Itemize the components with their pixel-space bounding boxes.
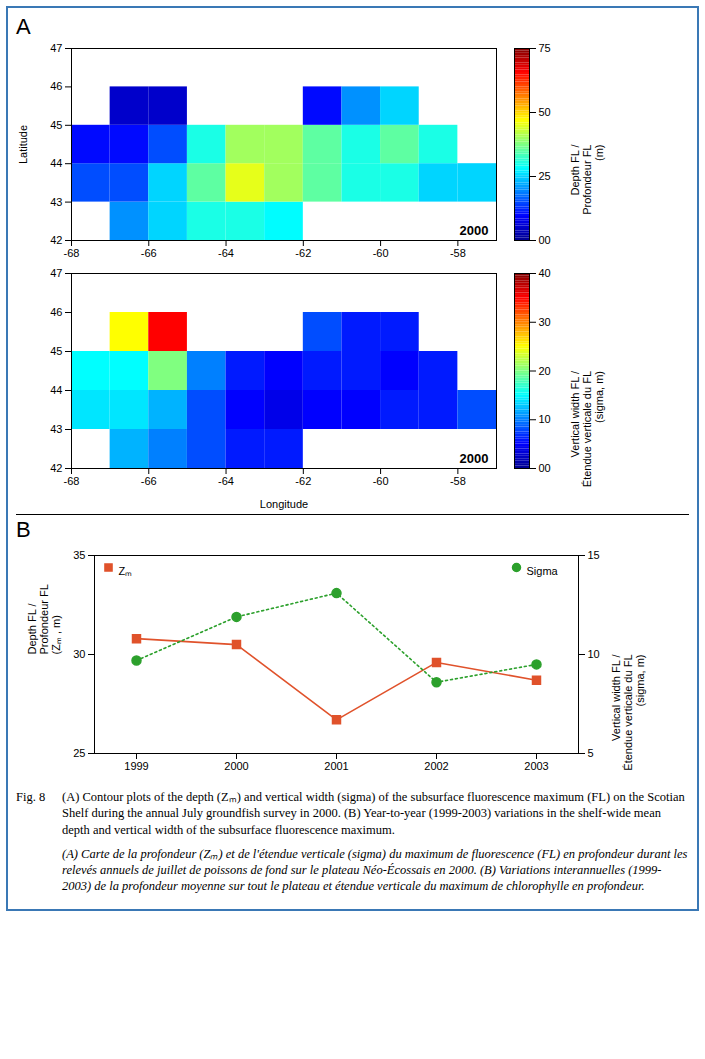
svg-text:47: 47 bbox=[50, 267, 62, 279]
svg-text:5: 5 bbox=[588, 747, 594, 759]
svg-text:-68: -68 bbox=[64, 475, 80, 487]
svg-text:1999: 1999 bbox=[124, 760, 148, 772]
svg-text:50: 50 bbox=[539, 106, 551, 118]
svg-text:40: 40 bbox=[539, 267, 551, 279]
svg-text:46: 46 bbox=[50, 80, 62, 92]
svg-text:-68: -68 bbox=[64, 247, 80, 259]
html-text:(A) Carte de la profondeur (Zₘ: (A) Carte de la profondeur (Zₘ) et de l'… bbox=[62, 846, 688, 894]
svg-text:Depth FL /Profondeur FL(Zₘ , m: Depth FL /Profondeur FL(Zₘ , m) bbox=[26, 584, 62, 654]
svg-text:35: 35 bbox=[73, 549, 85, 561]
svg-text:-64: -64 bbox=[218, 475, 234, 487]
svg-text:47: 47 bbox=[50, 42, 62, 54]
svg-text:-62: -62 bbox=[295, 475, 311, 487]
svg-text:75: 75 bbox=[539, 42, 551, 54]
svg-text:2001: 2001 bbox=[324, 760, 348, 772]
svg-text:Sigma: Sigma bbox=[527, 565, 559, 577]
svg-text:Latitude: Latitude bbox=[17, 125, 29, 164]
svg-text:-62: -62 bbox=[295, 247, 311, 259]
svg-text:-60: -60 bbox=[373, 475, 389, 487]
svg-text:2003: 2003 bbox=[524, 760, 548, 772]
svg-text:25: 25 bbox=[73, 747, 85, 759]
svg-text:15: 15 bbox=[588, 549, 600, 561]
svg-text:45: 45 bbox=[50, 345, 62, 357]
svg-text:20: 20 bbox=[539, 365, 551, 377]
svg-text:Depth FL /Profondeur FL(m): Depth FL /Profondeur FL(m) bbox=[569, 144, 605, 215]
svg-text:Longitude: Longitude bbox=[260, 498, 308, 510]
svg-text:2002: 2002 bbox=[424, 760, 448, 772]
svg-text:-66: -66 bbox=[141, 247, 157, 259]
svg-text:-66: -66 bbox=[141, 475, 157, 487]
svg-text:-64: -64 bbox=[218, 247, 234, 259]
svg-text:Vertical width FL /Étendue ver: Vertical width FL /Étendue verticale du … bbox=[610, 654, 646, 771]
svg-text:2000: 2000 bbox=[224, 760, 248, 772]
svg-text:-58: -58 bbox=[450, 475, 466, 487]
svg-text:2000: 2000 bbox=[460, 223, 489, 238]
svg-text:42: 42 bbox=[50, 234, 62, 246]
svg-text:Vertical width FL /Étendue ver: Vertical width FL /Étendue verticale du … bbox=[569, 370, 605, 487]
svg-text:-58: -58 bbox=[450, 247, 466, 259]
svg-text:43: 43 bbox=[50, 196, 62, 208]
svg-text:43: 43 bbox=[50, 423, 62, 435]
html-text:B: B bbox=[16, 517, 31, 542]
svg-text:44: 44 bbox=[50, 157, 62, 169]
svg-text:Zₘ: Zₘ bbox=[119, 565, 133, 577]
svg-text:44: 44 bbox=[50, 384, 62, 396]
svg-text:45: 45 bbox=[50, 119, 62, 131]
svg-text:10: 10 bbox=[588, 648, 600, 660]
svg-text:10: 10 bbox=[539, 413, 551, 425]
svg-text:30: 30 bbox=[539, 316, 551, 328]
svg-text:2000: 2000 bbox=[460, 451, 489, 466]
html-text:Fig. 8: Fig. 8 bbox=[16, 790, 46, 804]
html-text:(A) Contour plots of the depth: (A) Contour plots of the depth (Zₘ) and … bbox=[62, 790, 685, 837]
svg-text:46: 46 bbox=[50, 306, 62, 318]
svg-text:42: 42 bbox=[50, 462, 62, 474]
svg-text:30: 30 bbox=[73, 648, 85, 660]
svg-text:25: 25 bbox=[539, 170, 551, 182]
html-text:A: A bbox=[16, 14, 31, 39]
svg-text:00: 00 bbox=[539, 234, 551, 246]
svg-text:00: 00 bbox=[539, 462, 551, 474]
svg-text:-60: -60 bbox=[373, 247, 389, 259]
